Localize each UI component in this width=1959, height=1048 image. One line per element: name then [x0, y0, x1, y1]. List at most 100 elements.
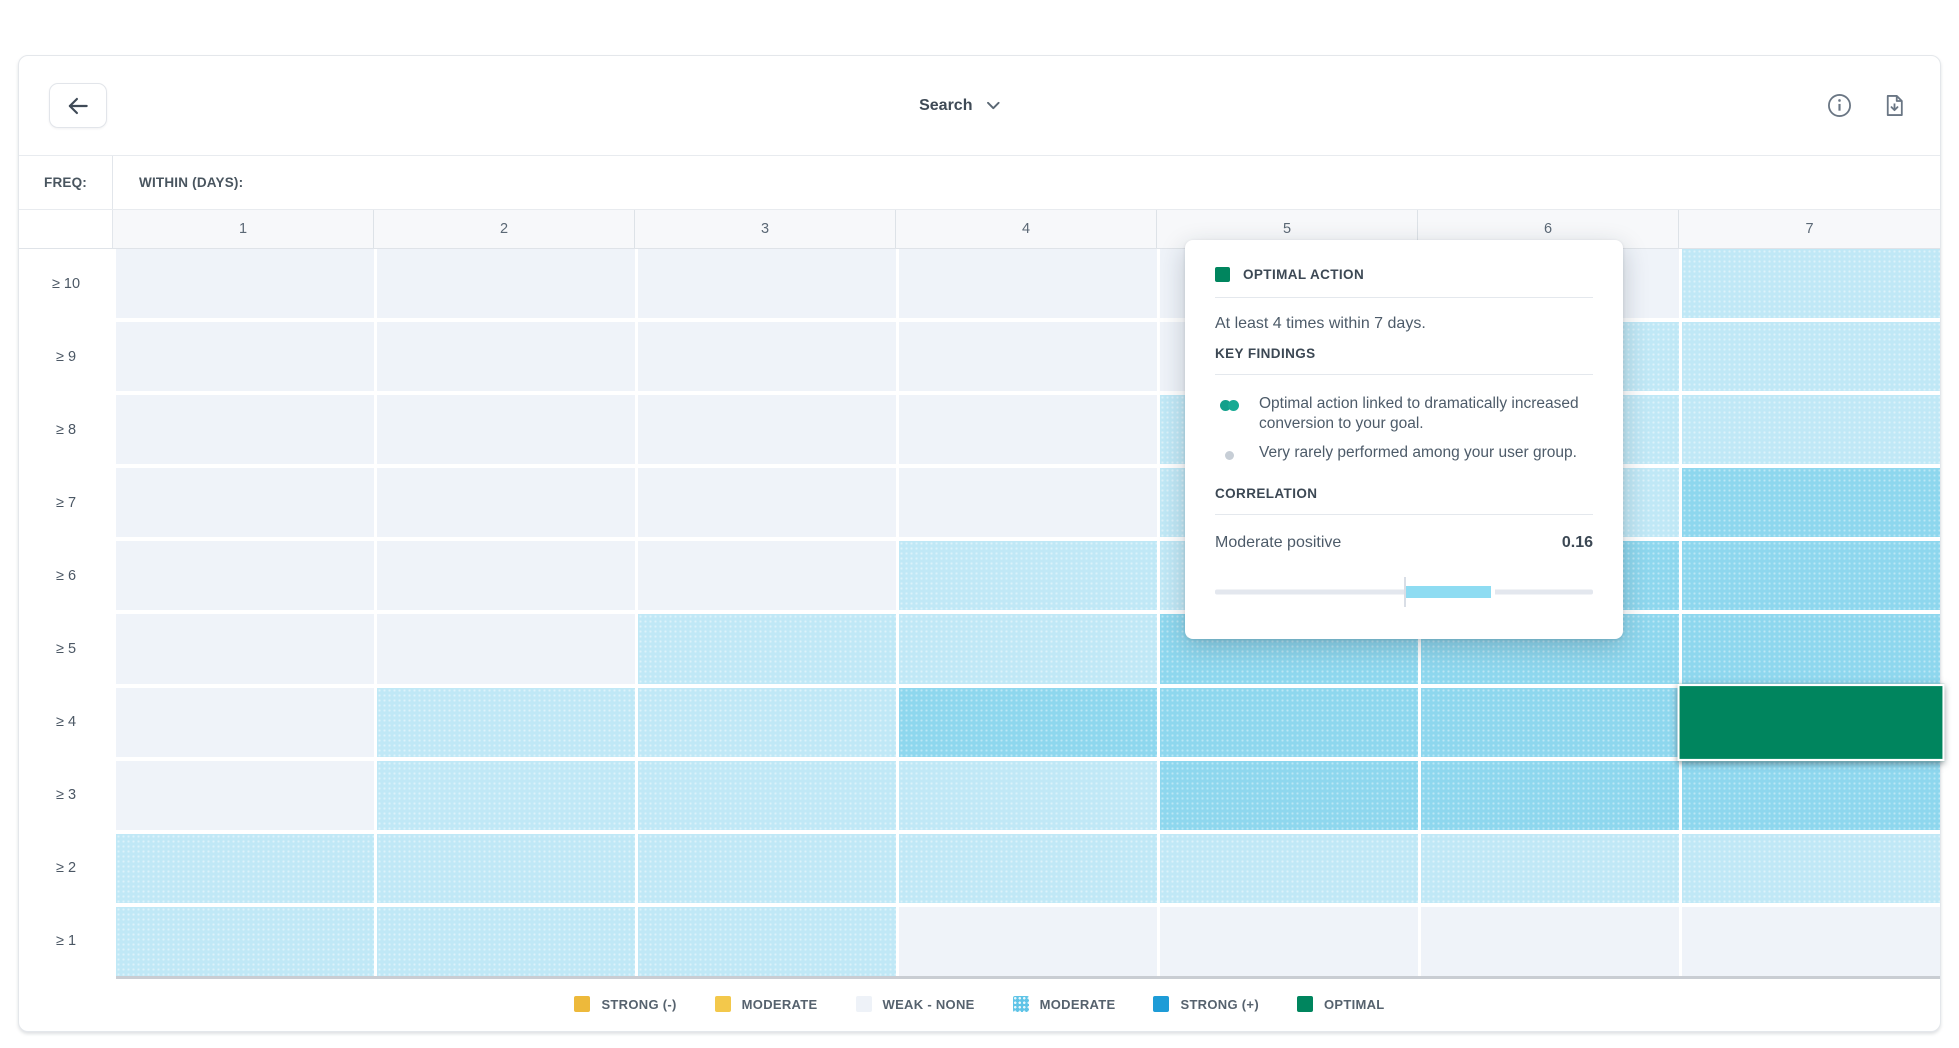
heatmap-cell-freq3-day7[interactable]: [1682, 760, 1940, 830]
heatmap-cell-freq4-day3[interactable]: [638, 687, 896, 757]
divider: [1215, 514, 1593, 516]
heatmap-cell-freq4-day6[interactable]: [1421, 687, 1679, 757]
heatmap-cell-freq7-day3[interactable]: [638, 468, 896, 538]
heatmap-cell-freq7-day7[interactable]: [1682, 468, 1940, 538]
heatmap-cell-freq3-day6[interactable]: [1421, 760, 1679, 830]
heatmap-cell-freq4-day4[interactable]: [899, 687, 1157, 757]
correlation-label: Moderate positive: [1215, 534, 1342, 552]
heatmap-cell-freq9-day4[interactable]: [899, 322, 1157, 392]
finding-text: Optimal action linked to dramatically in…: [1259, 395, 1579, 433]
heatmap-cell-freq6-day4[interactable]: [899, 541, 1157, 611]
heatmap-cell-freq10-day2[interactable]: [377, 249, 635, 319]
heatmap-cell-freq2-day6[interactable]: [1421, 833, 1679, 903]
legend-label: MODERATE: [1039, 996, 1116, 1012]
row-label-≥9: ≥ 9: [19, 322, 113, 392]
heatmap-cell-freq7-day4[interactable]: [899, 468, 1157, 538]
heatmap-cell-freq1-day1[interactable]: [116, 906, 374, 976]
column-header-2: 2: [374, 210, 635, 248]
finding-item: Very rarely performed among your user gr…: [1215, 443, 1593, 463]
correlation-heading: CORRELATION: [1215, 486, 1318, 502]
heatmap-cell-freq9-day7[interactable]: [1682, 322, 1940, 392]
heatmap-cell-freq1-day7[interactable]: [1682, 906, 1940, 976]
heatmap-cell-freq2-day2[interactable]: [377, 833, 635, 903]
heatmap-cell-freq9-day1[interactable]: [116, 322, 374, 392]
axis-labels-row: FREQ: WITHIN (DAYS):: [19, 156, 1940, 210]
findings-list: Optimal action linked to dramatically in…: [1215, 394, 1593, 463]
toolbar: Search: [19, 56, 1940, 156]
heatmap-cell-freq6-day3[interactable]: [638, 541, 896, 611]
heatmap-cell-freq6-day1[interactable]: [116, 541, 374, 611]
heatmap-cell-freq2-day3[interactable]: [638, 833, 896, 903]
heatmap-cell-freq5-day4[interactable]: [899, 614, 1157, 684]
toolbar-actions: [1824, 90, 1910, 121]
legend-swatch: [1153, 996, 1170, 1012]
export-button[interactable]: [1879, 90, 1910, 121]
heatmap-cell-freq2-day4[interactable]: [899, 833, 1157, 903]
legend-swatch: [574, 996, 591, 1012]
heatmap-cell-freq3-day4[interactable]: [899, 760, 1157, 830]
heatmap-cell-freq9-day2[interactable]: [377, 322, 635, 392]
heatmap-cell-freq2-day1[interactable]: [116, 833, 374, 903]
heatmap-cell-freq7-day1[interactable]: [116, 468, 374, 538]
heatmap-cell-freq5-day1[interactable]: [116, 614, 374, 684]
heatmap-cell-freq7-day2[interactable]: [377, 468, 635, 538]
heatmap-cell-freq4-day2[interactable]: [377, 687, 635, 757]
legend-swatch: [1012, 996, 1029, 1012]
back-button[interactable]: [49, 83, 107, 128]
popover-title-row: OPTIMAL ACTION: [1215, 267, 1593, 282]
optimal-swatch-icon: [1215, 267, 1230, 282]
popover-subtitle: At least 4 times within 7 days.: [1215, 315, 1426, 332]
heatmap-cell-freq3-day3[interactable]: [638, 760, 896, 830]
heatmap-baseline: [116, 976, 1940, 979]
heatmap-cell-freq8-day4[interactable]: [899, 395, 1157, 465]
heatmap-cell-freq6-day7[interactable]: [1682, 541, 1940, 611]
heatmap-cell-freq8-day1[interactable]: [116, 395, 374, 465]
finding-item: Optimal action linked to dramatically in…: [1215, 394, 1593, 434]
heatmap-cell-freq3-day1[interactable]: [116, 760, 374, 830]
heatmap-cell-freq1-day6[interactable]: [1421, 906, 1679, 976]
correlation-slider: [1215, 577, 1593, 608]
heatmap-cell-freq5-day7[interactable]: [1682, 614, 1940, 684]
heatmap-cell-freq2-day7[interactable]: [1682, 833, 1940, 903]
row-label-≥2: ≥ 2: [19, 833, 113, 903]
search-label: Search: [919, 96, 973, 114]
heatmap-cell-freq6-day2[interactable]: [377, 541, 635, 611]
heatmap-cell-freq10-day3[interactable]: [638, 249, 896, 319]
slider-center-tick: [1404, 577, 1406, 608]
heatmap-cell-freq10-day1[interactable]: [116, 249, 374, 319]
heatmap-cell-freq4-day1[interactable]: [116, 687, 374, 757]
info-button[interactable]: [1824, 90, 1855, 121]
heatmap-cell-freq1-day5[interactable]: [1160, 906, 1418, 976]
heatmap-cell-freq5-day2[interactable]: [377, 614, 635, 684]
search-dropdown[interactable]: Search: [919, 97, 1001, 115]
heatmap-cell-freq10-day4[interactable]: [899, 249, 1157, 319]
row-label-≥10: ≥ 10: [19, 249, 113, 319]
heatmap-cell-freq8-day7[interactable]: [1682, 395, 1940, 465]
heatmap-cell-freq1-day4[interactable]: [899, 906, 1157, 976]
heatmap-cell-freq4-day7[interactable]: [1677, 683, 1945, 761]
legend-item: STRONG (-): [574, 996, 676, 1012]
heatmap-cell-freq8-day3[interactable]: [638, 395, 896, 465]
heatmap-cell-freq4-day5[interactable]: [1160, 687, 1418, 757]
heatmap-cell-freq2-day5[interactable]: [1160, 833, 1418, 903]
legend-label: WEAK - NONE: [882, 996, 975, 1012]
heatmap-cell-freq1-day2[interactable]: [377, 906, 635, 976]
heatmap: ≥ 10 ≥ 9 ≥ 8 ≥ 7 ≥ 6 ≥ 5 ≥ 4 ≥ 3 ≥ 2 ≥ 1: [19, 249, 1945, 979]
legend-item: MODERATE: [1012, 996, 1116, 1012]
legend-item: MODERATE: [714, 996, 818, 1012]
legend-swatch: [714, 996, 731, 1012]
row-label-≥6: ≥ 6: [19, 541, 113, 611]
info-icon: [1828, 94, 1851, 117]
heatmap-cell-freq1-day3[interactable]: [638, 906, 896, 976]
heatmap-cell-freq8-day2[interactable]: [377, 395, 635, 465]
heatmap-cell-freq3-day2[interactable]: [377, 760, 635, 830]
heatmap-cell-freq3-day5[interactable]: [1160, 760, 1418, 830]
row-label-≥1: ≥ 1: [19, 906, 113, 976]
divider: [1215, 297, 1593, 298]
legend: STRONG (-) MODERATE WEAK - NONE MODERATE STR…: [19, 976, 1940, 1032]
heatmap-cell-freq9-day3[interactable]: [638, 322, 896, 392]
heatmap-cell-freq5-day3[interactable]: [638, 614, 896, 684]
heatmap-cell-freq10-day7[interactable]: [1682, 249, 1940, 319]
legend-swatch: [855, 996, 872, 1012]
double-dot-teal-icon: [1215, 394, 1243, 411]
